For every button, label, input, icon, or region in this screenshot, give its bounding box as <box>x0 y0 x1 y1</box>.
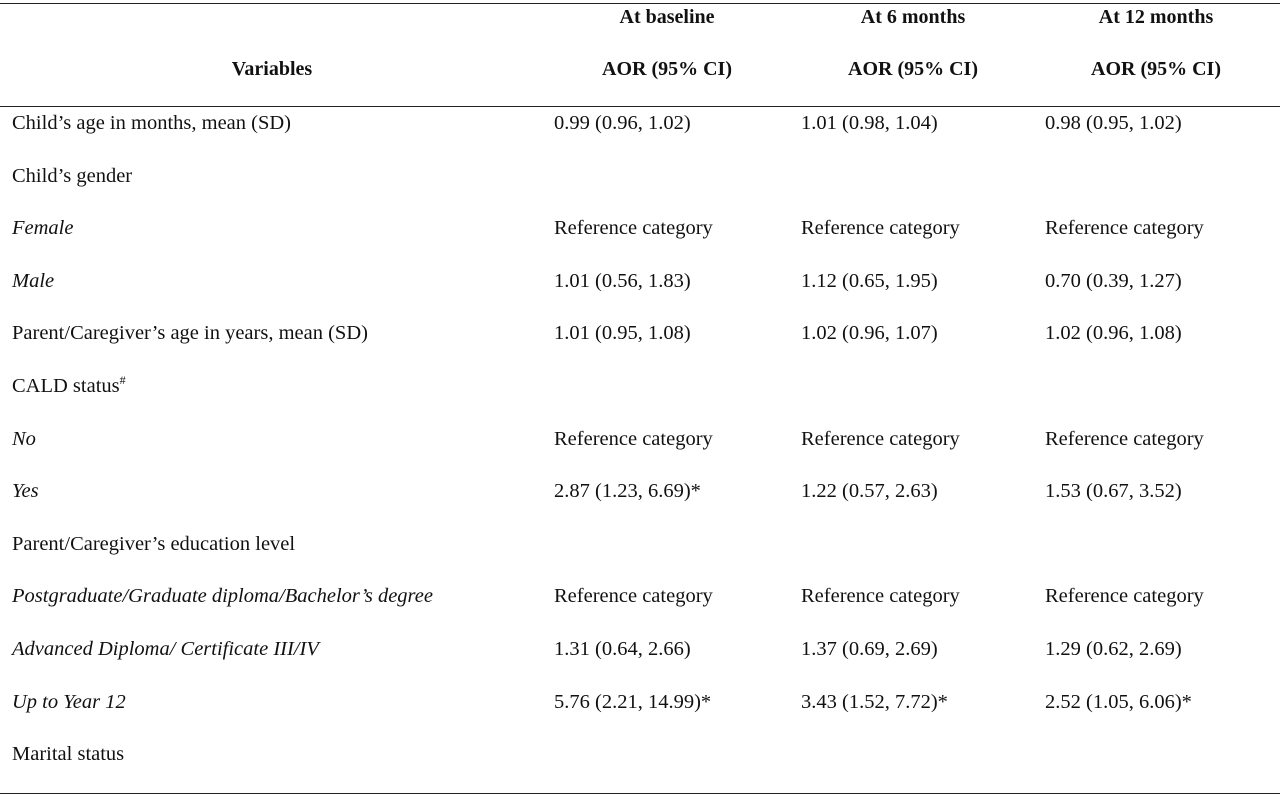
row-label: Up to Year 12 <box>12 690 126 714</box>
footnote-marker: # <box>119 373 126 388</box>
row-label: Male <box>12 269 54 293</box>
header-12m-sub: AOR (95% CI) <box>1091 58 1221 80</box>
table-row: Advanced Diploma/ Certificate III/IV 1.31… <box>0 637 1280 689</box>
row-label: Postgraduate/Graduate diploma/Bachelor’s… <box>12 584 433 608</box>
header-baseline-sub: AOR (95% CI) <box>602 58 732 80</box>
table-row: No Reference category Reference category Re… <box>0 427 1280 479</box>
baseline-value: 2.87 (1.23, 6.69)* <box>554 480 701 503</box>
table-row: Postgraduate/Graduate diploma/Bachelor’s… <box>0 584 1280 636</box>
header-baseline-title: At baseline <box>619 6 715 28</box>
twelve-month-value: 1.29 (0.62, 2.69) <box>1045 638 1182 660</box>
six-month-value: 1.02 (0.96, 1.07) <box>801 322 938 345</box>
six-month-value: 1.12 (0.65, 1.95) <box>801 269 938 292</box>
row-label-text: Marital status <box>12 743 125 766</box>
table-row: Yes 2.87 (1.23, 6.69)* 1.22 (0.57, 2.63) 1.… <box>0 479 1280 531</box>
twelve-month-value: 2.52 (1.05, 6.06)* <box>1045 690 1192 713</box>
row-label-text: Child’s gender <box>12 164 133 187</box>
baseline-value: Reference category <box>554 585 713 608</box>
table-row: Child’s gender <box>0 164 1280 216</box>
header-12m-title: At 12 months <box>1098 6 1214 28</box>
table-row: Child’s age in months, mean (SD) 0.99 (0.… <box>0 111 1280 163</box>
baseline-value: Reference category <box>554 217 713 240</box>
six-month-value: 3.43 (1.52, 7.72)* <box>801 690 948 713</box>
row-label-text: Postgraduate/Graduate diploma/Bachelor’s… <box>12 585 433 608</box>
baseline-value: 0.99 (0.96, 1.02) <box>554 112 691 134</box>
baseline-value: 1.31 (0.64, 2.66) <box>554 638 691 660</box>
six-month-value: Reference category <box>801 585 960 608</box>
row-label-text: CALD status <box>12 375 120 397</box>
row-label-text: Up to Year 12 <box>12 690 126 713</box>
six-month-value: Reference category <box>801 427 960 450</box>
six-month-value: 1.22 (0.57, 2.63) <box>801 480 938 503</box>
row-label-text: Parent/Caregiver’s age in years, mean (S… <box>12 322 368 345</box>
six-month-value: 1.37 (0.69, 2.69) <box>801 638 938 660</box>
six-month-value: Reference category <box>801 217 960 240</box>
baseline-value: 5.76 (2.21, 14.99)* <box>554 690 712 713</box>
row-label: Parent/Caregiver’s age in years, mean (S… <box>12 321 368 345</box>
twelve-month-value: 1.53 (0.67, 3.52) <box>1045 480 1182 503</box>
table-row: Parent/Caregiver’s age in years, mean (S… <box>0 321 1280 373</box>
table-row: Female Reference category Reference catego… <box>0 216 1280 268</box>
twelve-month-value: Reference category <box>1045 427 1204 450</box>
table-row: CALD status# <box>0 374 1280 426</box>
row-label: Advanced Diploma/ Certificate III/IV <box>12 637 319 661</box>
table-row: Marital status <box>0 742 1280 794</box>
row-label: Child’s gender <box>12 164 132 188</box>
table-row: Male 1.01 (0.56, 1.83) 1.12 (0.65, 1.95) 0.… <box>0 269 1280 321</box>
row-label-text: Yes <box>12 480 39 503</box>
row-label-text: Female <box>12 217 74 240</box>
twelve-month-value: 0.70 (0.39, 1.27) <box>1045 269 1182 292</box>
table-bottom-rule <box>0 793 1280 794</box>
table-row: Parent/Caregiver’s education level <box>0 532 1280 584</box>
row-label-text: Parent/Caregiver’s education level <box>12 532 296 555</box>
row-label: Parent/Caregiver’s education level <box>12 532 295 556</box>
table-top-rule <box>0 3 1280 4</box>
twelve-month-value: Reference category <box>1045 585 1204 608</box>
baseline-value: Reference category <box>554 427 713 450</box>
header-6m-title: At 6 months <box>860 6 966 28</box>
twelve-month-value: Reference category <box>1045 217 1204 240</box>
row-label-text: Male <box>12 269 55 292</box>
row-label: No <box>12 427 36 451</box>
row-label: Yes <box>12 479 39 503</box>
twelve-month-value: 0.98 (0.95, 1.02) <box>1045 112 1182 134</box>
baseline-value: 1.01 (0.95, 1.08) <box>554 322 691 345</box>
row-label: Marital status <box>12 742 124 766</box>
row-label: CALD status# <box>12 374 126 398</box>
row-label-text: Child’s age in months, mean (SD) <box>12 112 292 134</box>
row-label: Female <box>12 216 73 240</box>
header-bottom-rule <box>0 106 1280 107</box>
table-row: Up to Year 12 5.76 (2.21, 14.99)* 3.43 (1.… <box>0 690 1280 742</box>
baseline-value: 1.01 (0.56, 1.83) <box>554 269 691 292</box>
six-month-value: 1.01 (0.98, 1.04) <box>801 112 938 134</box>
header-variables: Variables <box>231 58 313 80</box>
header-6m-sub: AOR (95% CI) <box>848 58 978 80</box>
row-label-text: No <box>12 427 36 450</box>
twelve-month-value: 1.02 (0.96, 1.08) <box>1045 322 1182 345</box>
row-label: Child’s age in months, mean (SD) <box>12 111 291 135</box>
row-label-text: Advanced Diploma/ Certificate III/IV <box>12 638 319 660</box>
